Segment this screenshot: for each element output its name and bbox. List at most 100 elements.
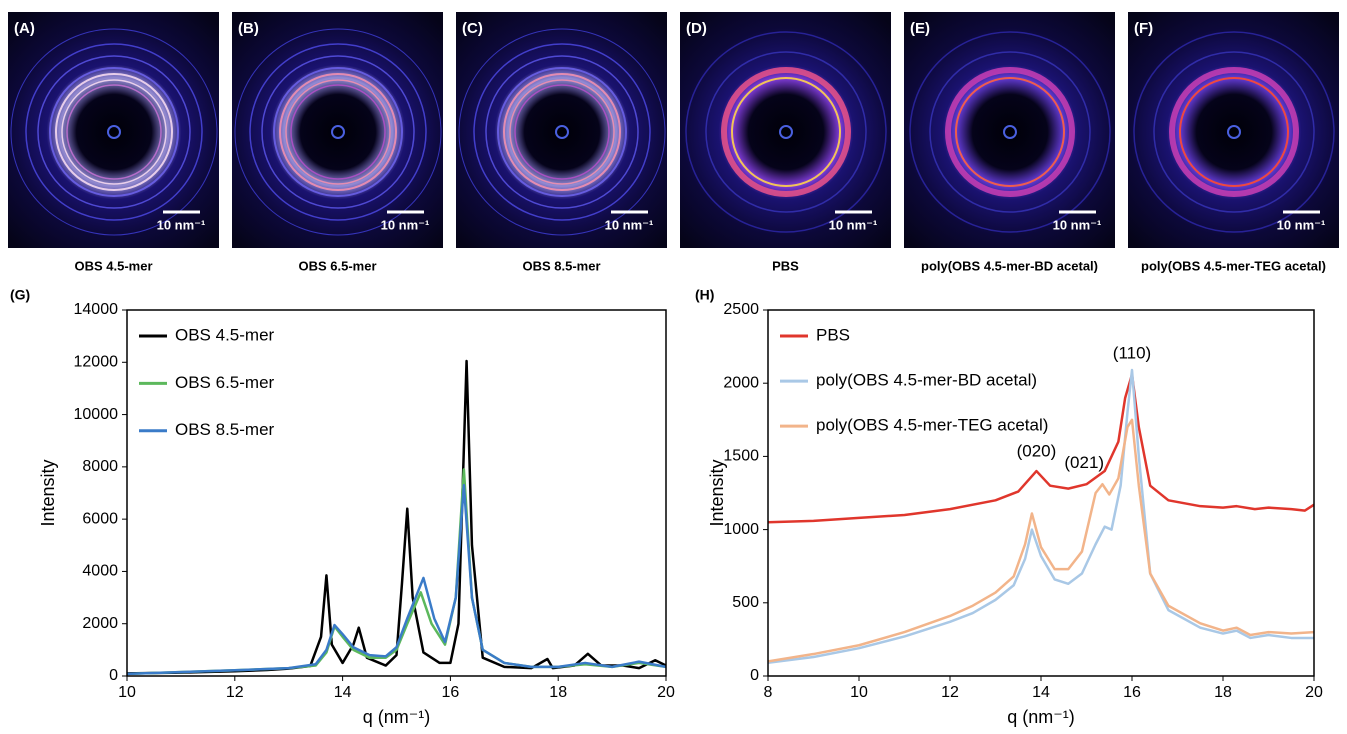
- diffraction-ring: [458, 28, 666, 236]
- diffraction-ring: [485, 55, 639, 209]
- diffraction-ring: [1133, 31, 1335, 233]
- diffraction-ring: [37, 55, 191, 209]
- diffraction-ring: [705, 51, 867, 213]
- beam-stop: [555, 125, 569, 139]
- x-tick-label: 18: [549, 684, 567, 701]
- y-tick-label: 4000: [82, 563, 118, 580]
- beam-stop: [107, 125, 121, 139]
- diffraction-ring: [497, 67, 627, 197]
- panel-label: (D): [686, 20, 707, 37]
- diffraction-ring: [509, 79, 615, 185]
- scale-bar-label: 10 nm⁻¹: [1053, 217, 1102, 232]
- diffraction-ring: [234, 28, 442, 236]
- legend-label: PBS: [816, 325, 850, 344]
- x-tick-label: 12: [941, 684, 959, 701]
- peak-annotation: (110): [1113, 343, 1151, 362]
- y-tick-label: 2000: [723, 374, 759, 391]
- y-tick-label: 0: [109, 667, 118, 684]
- diffraction-ring: [1179, 77, 1289, 187]
- scale-bar-label: 10 nm⁻¹: [829, 217, 878, 232]
- diffraction-ring: [473, 43, 651, 221]
- series-line: [768, 368, 1314, 665]
- y-tick-label: 6000: [82, 510, 118, 527]
- x-tick-label: 8: [764, 684, 773, 701]
- diffraction-ring: [273, 67, 403, 197]
- panel-caption: PBS: [772, 258, 799, 273]
- diffraction-ring: [514, 84, 610, 180]
- x-axis-label: q (nm⁻¹): [1007, 707, 1075, 727]
- diffraction-ring: [929, 51, 1091, 213]
- diffraction-ring: [61, 79, 167, 185]
- panel-caption: poly(OBS 4.5-mer-TEG acetal): [1141, 258, 1326, 273]
- panel-label: (C): [462, 20, 483, 37]
- y-tick-label: 1500: [723, 448, 759, 465]
- diffraction-ring: [66, 84, 162, 180]
- diffraction-ring: [685, 31, 887, 233]
- legend-label: OBS 4.5-mer: [175, 325, 275, 344]
- diffraction-ring: [261, 55, 415, 209]
- diffraction-ring: [285, 79, 391, 185]
- peak-annotation: (021): [1064, 453, 1104, 472]
- panel-label: (E): [910, 20, 930, 37]
- y-tick-label: 8000: [82, 458, 118, 475]
- x-tick-label: 12: [226, 684, 244, 701]
- diffraction-ring: [49, 67, 179, 197]
- panel-label: (F): [1134, 20, 1153, 37]
- legend-label: poly(OBS 4.5-mer-TEG acetal): [816, 416, 1048, 435]
- plot-frame: [126, 309, 667, 677]
- diffraction-ring: [503, 73, 621, 191]
- y-tick-label: 500: [732, 594, 759, 611]
- legend-label: poly(OBS 4.5-mer-BD acetal): [816, 371, 1037, 390]
- plot-frame: [767, 309, 1315, 677]
- panel-caption: OBS 4.5-mer: [74, 258, 152, 273]
- panel-label: (H): [695, 287, 714, 303]
- series-line: [127, 359, 666, 675]
- beam-stop: [1003, 125, 1017, 139]
- x-tick-label: 18: [1214, 684, 1232, 701]
- x-tick-label: 20: [657, 684, 675, 701]
- plot-area: [127, 359, 666, 676]
- panel-label: (B): [238, 20, 259, 37]
- y-axis-label: Intensity: [707, 459, 727, 526]
- y-axis-label: Intensity: [38, 459, 58, 526]
- panel-caption: OBS 6.5-mer: [298, 258, 376, 273]
- series-line: [768, 418, 1314, 663]
- peak-annotation: (020): [1017, 441, 1057, 460]
- scale-bar-label: 10 nm⁻¹: [157, 217, 206, 232]
- y-tick-label: 2500: [723, 301, 759, 318]
- y-tick-label: 10000: [74, 406, 119, 423]
- beam-stop: [331, 125, 345, 139]
- beam-stop: [1227, 125, 1241, 139]
- y-tick-label: 1000: [723, 521, 759, 538]
- scale-bar-label: 10 nm⁻¹: [381, 217, 430, 232]
- legend-label: OBS 6.5-mer: [175, 373, 275, 392]
- y-tick-label: 14000: [74, 301, 119, 318]
- x-tick-label: 14: [334, 684, 352, 701]
- x-tick-label: 10: [850, 684, 868, 701]
- series-line: [768, 373, 1314, 524]
- diffraction-ring: [290, 84, 386, 180]
- diffraction-ring: [55, 73, 173, 191]
- diffraction-ring: [1169, 67, 1299, 197]
- scale-bar-label: 10 nm⁻¹: [1277, 217, 1326, 232]
- panel-caption: OBS 8.5-mer: [522, 258, 600, 273]
- diffraction-ring: [721, 67, 851, 197]
- panel-label: (G): [10, 287, 30, 303]
- panel-caption: poly(OBS 4.5-mer-BD acetal): [921, 258, 1098, 273]
- beam-stop: [779, 125, 793, 139]
- diffraction-ring: [945, 67, 1075, 197]
- x-tick-label: 14: [1032, 684, 1050, 701]
- diffraction-ring: [1153, 51, 1315, 213]
- y-tick-label: 2000: [82, 615, 118, 632]
- diffraction-ring: [279, 73, 397, 191]
- series-line: [127, 483, 666, 676]
- diffraction-ring: [25, 43, 203, 221]
- panel-label: (A): [14, 20, 35, 37]
- x-axis-label: q (nm⁻¹): [363, 707, 431, 727]
- scale-bar-label: 10 nm⁻¹: [605, 217, 654, 232]
- diffraction-ring: [909, 31, 1111, 233]
- x-tick-label: 16: [1123, 684, 1141, 701]
- diffraction-ring: [731, 77, 841, 187]
- x-tick-label: 20: [1305, 684, 1323, 701]
